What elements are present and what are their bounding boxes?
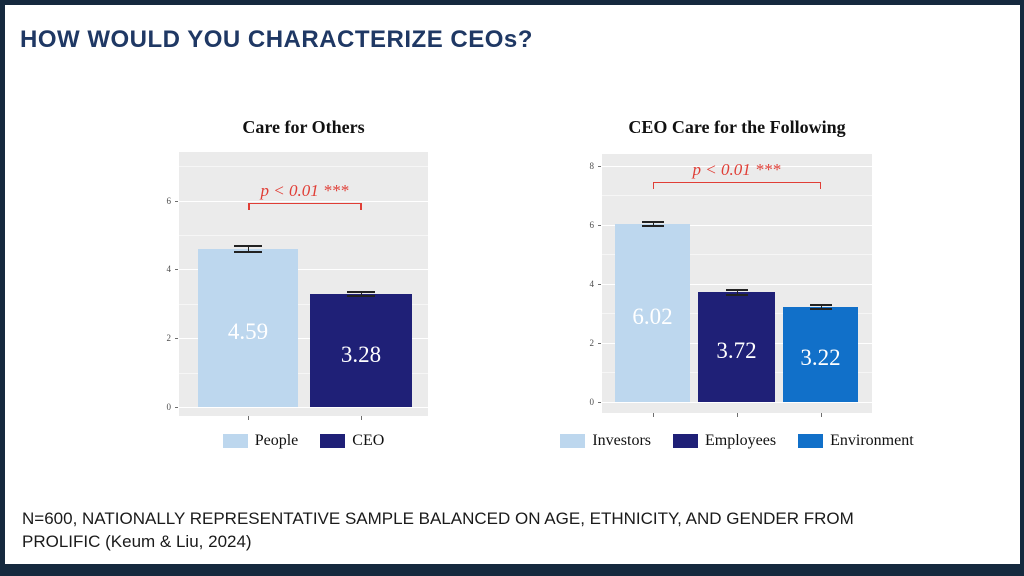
y-axis-tickmark — [598, 402, 601, 403]
legend-item-investors: Investors — [560, 432, 651, 450]
significance-bracket-end-left — [248, 202, 250, 210]
significance-bracket-end-right — [819, 181, 821, 189]
gridline-major — [179, 338, 428, 340]
significance-bracket-end-right — [360, 202, 362, 210]
legend-swatch — [222, 434, 248, 448]
gridline-minor — [179, 234, 428, 236]
legend-label: Investors — [592, 432, 651, 449]
footnote-line-2: PROLIFIC (Keum & Liu, 2024) — [22, 531, 252, 551]
chart-title: Care for Others — [242, 117, 365, 137]
gridline-major — [179, 407, 428, 408]
y-axis-tickmark — [598, 342, 601, 344]
legend-label: CEO — [352, 432, 385, 449]
border-right — [1020, 0, 1024, 576]
significance-label: p < 0.01 *** — [692, 159, 781, 179]
x-axis-tickmark — [652, 413, 654, 417]
bar-employees — [698, 292, 775, 402]
error-bar-line — [248, 244, 249, 254]
y-axis-tickmark — [175, 200, 178, 202]
legend-swatch — [673, 434, 698, 448]
significance-label: p < 0.01 *** — [260, 180, 349, 200]
y-axis-tickmark — [175, 338, 178, 340]
y-axis-tickmark — [175, 407, 178, 408]
error-bar-line — [736, 288, 738, 296]
chart-title: CEO Care for the Following — [628, 117, 846, 137]
gridline-major — [602, 224, 872, 226]
legend-label: People — [254, 432, 299, 449]
legend-item-employees: Employees — [673, 432, 776, 450]
gridline-major — [602, 402, 872, 403]
legend-label: Environment — [830, 432, 914, 449]
y-axis-tickmark — [598, 283, 601, 285]
y-axis-tick-label: 6 — [589, 219, 595, 230]
x-axis-tickmark — [820, 413, 822, 417]
gridline-major — [179, 269, 428, 271]
legend: Investors Employees Environment — [517, 432, 957, 450]
y-axis-tick-label: 0 — [589, 397, 595, 407]
legend-item-people: People — [222, 432, 299, 450]
border-left — [0, 0, 5, 576]
legend-item-environment: Environment — [798, 432, 914, 450]
bar-value-label: 3.72 — [716, 338, 757, 364]
significance-bracket-end-left — [652, 181, 654, 189]
significance-bracket — [248, 202, 361, 205]
y-axis-tick-label: 4 — [166, 264, 172, 275]
y-axis-tick-label: 4 — [589, 278, 595, 289]
bar-environment — [783, 306, 858, 402]
gridline-major — [602, 165, 872, 167]
y-axis-tickmark — [598, 224, 601, 226]
y-axis-tickmark — [598, 165, 601, 167]
y-axis-tick-label: 8 — [589, 160, 595, 171]
y-axis-tickmark — [175, 269, 178, 271]
error-bar-line — [652, 221, 654, 228]
x-axis-tickmark — [736, 413, 738, 417]
x-axis-tickmark — [248, 416, 249, 420]
gridline-major — [179, 200, 428, 202]
legend-swatch — [798, 434, 824, 448]
footnote-line-1: N=600, NATIONALLY REPRESENTATIVE SAMPLE … — [22, 509, 854, 528]
y-axis-tick-label: 6 — [166, 195, 172, 206]
gridline-major — [602, 283, 872, 285]
legend-item-ceo: CEO — [320, 432, 384, 450]
bar-value-label: 3.22 — [800, 345, 841, 371]
gridline-minor — [179, 303, 428, 305]
bar-value-label: 6.02 — [632, 304, 673, 330]
legend: People CEO — [84, 432, 524, 450]
legend-swatch — [320, 434, 346, 448]
bar-value-label: 3.28 — [340, 341, 382, 367]
y-axis-tick-label: 2 — [166, 333, 172, 344]
gridline-minor — [179, 166, 428, 168]
y-axis-tick-label: 0 — [166, 402, 172, 412]
bar-investors — [615, 224, 690, 402]
significance-bracket — [652, 181, 821, 184]
gridline-minor — [602, 195, 872, 197]
gridline-minor — [602, 254, 872, 256]
legend-label: Employees — [705, 432, 777, 449]
slide-title: HOW WOULD YOU CHARACTERIZE CEOs? — [20, 26, 533, 53]
gridline-minor — [179, 372, 428, 374]
bar-people — [198, 249, 298, 407]
footnote: N=600, NATIONALLY REPRESENTATIVE SAMPLE … — [22, 508, 982, 554]
x-axis-tickmark — [361, 416, 362, 420]
y-axis-tick-label: 2 — [589, 337, 595, 348]
border-top — [0, 0, 1024, 5]
error-bar-line — [361, 291, 362, 298]
bar-ceo — [310, 294, 412, 407]
legend-swatch — [560, 434, 586, 448]
bottom-accent-bar — [0, 564, 1024, 576]
bar-value-label: 4.59 — [227, 319, 269, 345]
error-bar-line — [820, 303, 822, 310]
